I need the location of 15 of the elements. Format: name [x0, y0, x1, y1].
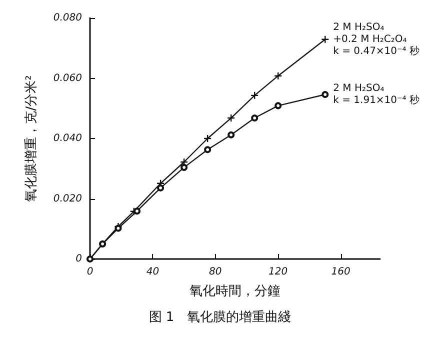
text: 图 1 氧化膜的增重曲綫	[148, 310, 292, 325]
series-label: 2 M H₂SO₄ k = 1.91×10⁻⁴ 秒	[333, 83, 420, 106]
x-tick-label: 160	[331, 266, 350, 278]
y-tick-label: 0.020	[53, 193, 82, 204]
y-tick-label: 0	[76, 254, 82, 264]
x-tick-label: 40	[146, 266, 160, 278]
y-tick-label: 0.060	[53, 72, 82, 84]
x-tick-label: 0	[86, 266, 94, 278]
x-tick-label: 120	[268, 266, 288, 278]
series-label: 2 M H₂SO₄ +0.2 M H₂C₂O₄ k = 0.47×10⁻⁴ 秒	[333, 22, 420, 57]
y-tick-label: 0.040	[53, 133, 82, 144]
x-tick-label: 80	[209, 266, 222, 278]
y-axis-title: 氧化膜增重，克/分米²	[24, 75, 39, 202]
x-axis-title: 氧化時間，分鐘	[190, 284, 280, 299]
y-tick-label: 0.080	[53, 12, 82, 24]
